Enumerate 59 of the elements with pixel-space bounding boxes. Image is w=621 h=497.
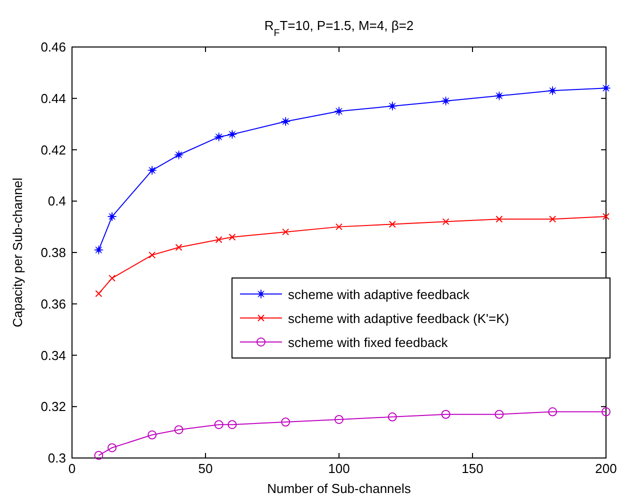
- point: [148, 252, 156, 259]
- point: [602, 213, 610, 220]
- x-tick-label: 0: [68, 461, 76, 476]
- point: [441, 410, 450, 419]
- point: [496, 216, 503, 223]
- point: [108, 274, 116, 282]
- point: [214, 420, 224, 430]
- point: [494, 410, 504, 419]
- y-axis-title: Capacity per Sub-channel: [10, 178, 25, 328]
- y-tick-label: 0.36: [40, 296, 66, 312]
- point: [282, 228, 290, 236]
- y-tick-label: 0.42: [40, 142, 66, 158]
- point: [442, 218, 450, 226]
- point: [281, 418, 290, 427]
- y-tick-label: 0.34: [40, 348, 66, 363]
- point: [214, 132, 224, 142]
- point: [280, 116, 290, 126]
- point: [548, 86, 558, 96]
- point: [108, 443, 117, 452]
- point: [441, 96, 450, 106]
- point: [228, 130, 237, 139]
- point: [336, 223, 342, 230]
- point: [107, 212, 117, 222]
- point: [388, 220, 396, 228]
- y-tick-label: 0.44: [40, 90, 66, 106]
- point: [601, 83, 611, 93]
- x-axis-title: Number of Sub-channels: [267, 481, 412, 496]
- y-tick-label: 0.3: [48, 450, 66, 466]
- point: [174, 425, 184, 434]
- point: [494, 91, 504, 100]
- legend-label: scheme with fixed feedback: [288, 335, 448, 350]
- legend-label: scheme with adaptive feedback: [288, 287, 470, 302]
- x-tick-label: 50: [198, 461, 213, 476]
- point: [94, 245, 104, 255]
- point: [228, 420, 237, 430]
- point: [334, 106, 344, 116]
- point: [95, 290, 102, 298]
- y-tick-label: 0.32: [40, 399, 66, 414]
- point: [602, 407, 610, 416]
- point: [147, 166, 157, 175]
- point: [388, 412, 397, 422]
- point: [215, 236, 222, 244]
- point: [388, 101, 398, 111]
- y-tick-label: 0.4: [48, 194, 66, 209]
- point: [334, 414, 344, 424]
- point: [175, 244, 182, 251]
- point: [548, 407, 558, 416]
- x-tick-label: 150: [462, 461, 484, 476]
- chart-title: R$_{F}$T=10, P=1.5, M=4, β=2: [264, 18, 414, 38]
- point: [94, 450, 104, 460]
- y-tick-label: 0.46: [40, 40, 66, 54]
- point: [228, 234, 236, 241]
- point: [148, 430, 157, 440]
- point: [174, 150, 184, 160]
- y-tick-label: 0.38: [40, 245, 66, 260]
- x-tick-label: 200: [595, 461, 617, 476]
- x-tick-label: 100: [328, 461, 350, 476]
- point: [549, 216, 556, 223]
- legend-label: scheme with adaptive feedback (K'=K): [288, 311, 510, 326]
